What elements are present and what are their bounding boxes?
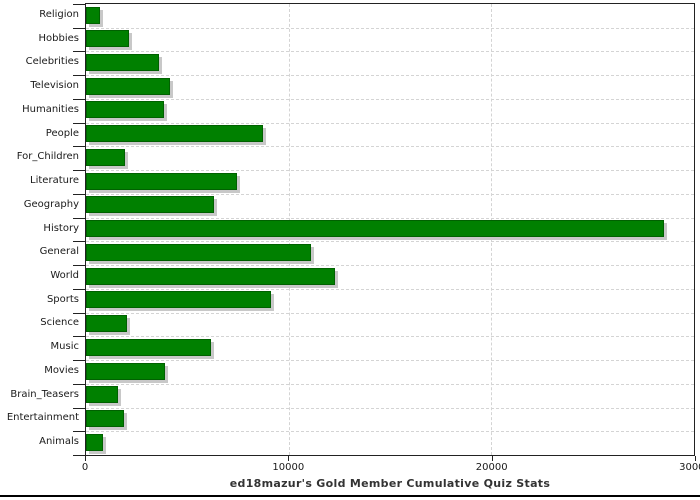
y-tick bbox=[73, 241, 85, 243]
y-gridline bbox=[86, 431, 694, 433]
category-label-literature: Literature bbox=[30, 175, 79, 187]
category-label-science: Science bbox=[40, 317, 79, 329]
y-tick bbox=[73, 75, 85, 77]
bar-sports bbox=[86, 291, 271, 309]
bar-literature bbox=[86, 172, 237, 190]
y-tick bbox=[73, 455, 85, 456]
y-tick bbox=[73, 288, 85, 290]
y-gridline bbox=[86, 336, 694, 338]
category-label-history: History bbox=[43, 222, 79, 234]
y-tick bbox=[73, 51, 85, 53]
y-gridline bbox=[86, 193, 694, 195]
y-gridline bbox=[86, 383, 694, 385]
bar-movies bbox=[86, 362, 165, 380]
y-gridline bbox=[86, 241, 694, 243]
bar-celebrities bbox=[86, 53, 159, 71]
x-tick bbox=[85, 456, 86, 461]
bar-music bbox=[86, 338, 211, 356]
bottom-rule bbox=[0, 495, 700, 497]
x-tick-label: 20000 bbox=[475, 462, 508, 473]
plot-area bbox=[73, 3, 695, 456]
y-gridline bbox=[86, 407, 694, 409]
bar-history bbox=[86, 220, 664, 238]
y-gridline bbox=[86, 146, 694, 148]
bar-hobbies bbox=[86, 30, 129, 48]
category-label-celebrities: Celebrities bbox=[25, 56, 79, 68]
bar-general bbox=[86, 243, 311, 261]
bar-humanities bbox=[86, 101, 164, 119]
bar-science bbox=[86, 315, 127, 333]
y-tick bbox=[73, 360, 85, 362]
bar-television bbox=[86, 77, 170, 95]
y-gridline bbox=[86, 265, 694, 267]
y-tick bbox=[73, 170, 85, 172]
y-tick bbox=[73, 193, 85, 195]
y-gridline bbox=[86, 27, 694, 29]
chart-title: ed18mazur's Gold Member Cumulative Quiz … bbox=[229, 477, 551, 490]
category-label-entertainment: Entertainment bbox=[6, 412, 79, 424]
y-gridline bbox=[86, 360, 694, 362]
x-tick bbox=[695, 456, 696, 461]
bar-geography bbox=[86, 196, 214, 214]
category-label-geography: Geography bbox=[23, 198, 79, 210]
bar-for_children bbox=[86, 148, 125, 166]
category-label-hobbies: Hobbies bbox=[38, 32, 79, 44]
category-label-world: World bbox=[50, 269, 79, 281]
y-tick bbox=[73, 4, 85, 5]
y-gridline bbox=[86, 75, 694, 77]
category-label-religion: Religion bbox=[39, 8, 79, 20]
category-label-for_children: For_Children bbox=[16, 151, 79, 163]
y-tick bbox=[73, 146, 85, 148]
category-label-humanities: Humanities bbox=[22, 103, 79, 115]
y-gridline bbox=[86, 312, 694, 314]
y-gridline bbox=[86, 288, 694, 290]
y-tick bbox=[73, 407, 85, 409]
y-gridline bbox=[86, 51, 694, 53]
bar-people bbox=[86, 125, 263, 143]
y-tick bbox=[73, 27, 85, 29]
category-label-people: People bbox=[45, 127, 79, 139]
y-tick bbox=[73, 431, 85, 433]
y-tick bbox=[73, 336, 85, 338]
y-gridline bbox=[86, 170, 694, 172]
x-tick-label: 0 bbox=[81, 462, 89, 473]
bar-world bbox=[86, 267, 335, 285]
y-gridline bbox=[86, 122, 694, 124]
y-tick bbox=[73, 217, 85, 219]
category-label-music: Music bbox=[50, 341, 79, 353]
y-gridline bbox=[86, 217, 694, 219]
y-gridline bbox=[86, 98, 694, 100]
category-label-animals: Animals bbox=[39, 436, 79, 448]
x-tick bbox=[491, 456, 493, 461]
bar-brain_teasers bbox=[86, 386, 118, 404]
x-tick bbox=[288, 456, 290, 461]
bar-animals bbox=[86, 433, 103, 451]
y-tick bbox=[73, 122, 85, 124]
y-tick bbox=[73, 312, 85, 314]
y-tick bbox=[73, 265, 85, 267]
x-tick-label: 30000 bbox=[679, 462, 700, 473]
bar-religion bbox=[86, 6, 100, 24]
category-label-general: General bbox=[39, 246, 79, 258]
category-label-brain_teasers: Brain_Teasers bbox=[10, 388, 79, 400]
category-label-television: Television bbox=[30, 80, 79, 92]
category-label-sports: Sports bbox=[46, 293, 79, 305]
y-tick bbox=[73, 383, 85, 385]
bar-entertainment bbox=[86, 410, 124, 428]
category-label-movies: Movies bbox=[44, 364, 79, 376]
y-tick bbox=[73, 98, 85, 100]
x-tick-label: 10000 bbox=[272, 462, 305, 473]
